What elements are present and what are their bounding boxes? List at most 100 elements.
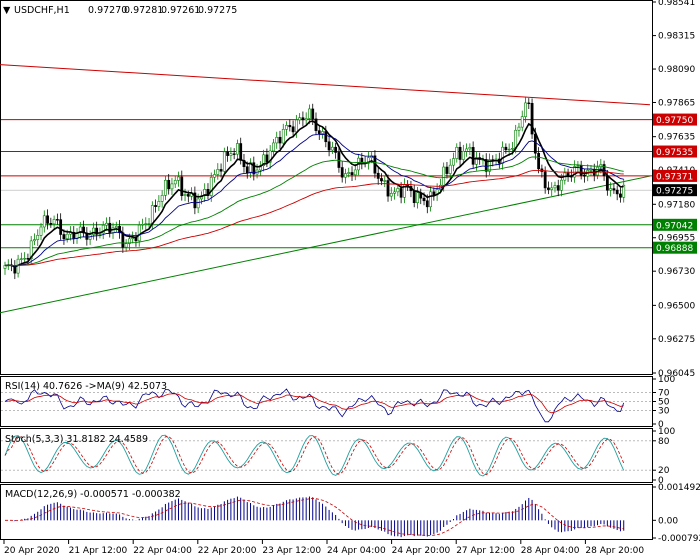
- candle-body: [340, 167, 344, 178]
- macd-tick-label: 0.00: [658, 516, 678, 526]
- candle-body: [236, 143, 239, 155]
- candle-body: [216, 169, 220, 175]
- y-tick-label: 0.97180: [658, 200, 695, 210]
- candle-body: [167, 179, 171, 190]
- candle-body: [160, 194, 164, 202]
- candle-body: [321, 131, 324, 134]
- candle-body: [154, 205, 157, 207]
- candle-body: [298, 117, 302, 121]
- candle-body: [304, 118, 308, 121]
- candle-body: [416, 192, 419, 203]
- x-tick-label: 21 Apr 12:00: [69, 546, 128, 556]
- candle-body: [520, 116, 524, 128]
- y-tick-label: 0.96500: [658, 301, 695, 311]
- candle-body: [170, 183, 174, 190]
- candle-body: [59, 219, 63, 235]
- candle-body: [429, 191, 432, 208]
- candle-body: [265, 154, 269, 163]
- candle-body: [147, 223, 151, 225]
- x-tick-label: 23 Apr 12:00: [262, 546, 321, 556]
- ema-mid-line: [4, 133, 624, 267]
- candle-body: [504, 146, 508, 151]
- x-tick-label: 24 Apr 20:00: [392, 546, 451, 556]
- ema-fast-line: [4, 120, 624, 269]
- candle-body: [36, 235, 40, 240]
- rsi-line: [4, 388, 625, 423]
- candle-body: [226, 151, 230, 156]
- candle-body: [196, 198, 200, 209]
- axis-labels: 0.985410.983150.980900.978650.976350.974…: [3, 0, 700, 556]
- stoch-signal-line: [4, 435, 625, 476]
- candle-body: [484, 159, 488, 172]
- y-tick-label: 0.96955: [658, 234, 695, 244]
- candle-body: [380, 178, 383, 182]
- y-tick-label: 0.97635: [658, 133, 695, 143]
- candle-body: [101, 224, 105, 234]
- rsi-plot-layer: [1, 388, 652, 423]
- stoch-tick-label: 80: [658, 437, 670, 447]
- ema-long-line: [4, 169, 624, 267]
- candle-body: [553, 185, 557, 189]
- candle-body: [114, 226, 118, 229]
- candle-body: [95, 227, 99, 235]
- price-level-label: 0.97535: [656, 148, 693, 158]
- candle-body: [272, 142, 275, 152]
- candle-body: [547, 187, 550, 190]
- candle-body: [511, 148, 514, 150]
- candle-body: [245, 166, 249, 174]
- candle-body: [396, 188, 400, 193]
- candle-body: [62, 234, 66, 239]
- candle-body: [530, 102, 534, 135]
- candle-body: [583, 174, 586, 177]
- candle-body: [619, 193, 622, 198]
- candle-body: [229, 153, 233, 156]
- x-tick-label: 22 Apr 20:00: [198, 546, 257, 556]
- candle-body: [455, 146, 459, 159]
- candle-body: [461, 150, 465, 160]
- candle-body: [615, 189, 619, 195]
- candle-body: [556, 185, 560, 191]
- y-tick-label: 0.98090: [658, 65, 695, 75]
- candle-body: [517, 126, 521, 131]
- candle-body: [52, 219, 56, 225]
- candle-body: [128, 238, 131, 244]
- candle-body: [19, 258, 23, 260]
- candle-body: [393, 191, 396, 194]
- y-tick-label: 0.98315: [658, 32, 695, 42]
- candle-body: [550, 187, 554, 190]
- candle-body: [29, 240, 33, 259]
- price-level-tag: [653, 184, 697, 197]
- macd-label: MACD(12,26,9) -0.000571 -0.000382: [5, 489, 181, 500]
- candle-body: [222, 151, 226, 172]
- candle-body: [330, 146, 334, 151]
- candle-body: [209, 176, 213, 196]
- trendline: [0, 175, 651, 314]
- x-tick-label: 28 Apr 04:00: [521, 546, 580, 556]
- candle-body: [275, 136, 279, 144]
- macd-plot-layer: [5, 496, 625, 538]
- candle-body: [576, 165, 580, 167]
- price-level-label: 0.96888: [656, 244, 693, 254]
- rsi-tick-label: 30: [658, 407, 670, 417]
- y-tick-label: 0.97865: [658, 98, 695, 108]
- candle-body: [334, 146, 338, 153]
- candle-body: [314, 118, 318, 131]
- candle-body: [327, 141, 331, 151]
- header-arrow-icon[interactable]: ▼: [3, 5, 11, 16]
- price-level-tag: [653, 145, 697, 158]
- candle-body: [294, 119, 298, 133]
- candle-body: [301, 117, 305, 121]
- candle-body: [514, 129, 518, 149]
- candle-body: [524, 102, 527, 117]
- close-value: 0.97275: [198, 5, 237, 16]
- rsi-tick-label: 0: [658, 420, 664, 430]
- stoch-tick-label: 100: [658, 427, 675, 437]
- x-tick-label: 22 Apr 04:00: [133, 546, 192, 556]
- low-value: 0.97261: [161, 5, 200, 16]
- candle-body: [131, 237, 135, 240]
- candle-body: [65, 233, 69, 239]
- candle-body: [448, 164, 452, 174]
- candle-body: [609, 188, 613, 191]
- candle-body: [39, 226, 43, 236]
